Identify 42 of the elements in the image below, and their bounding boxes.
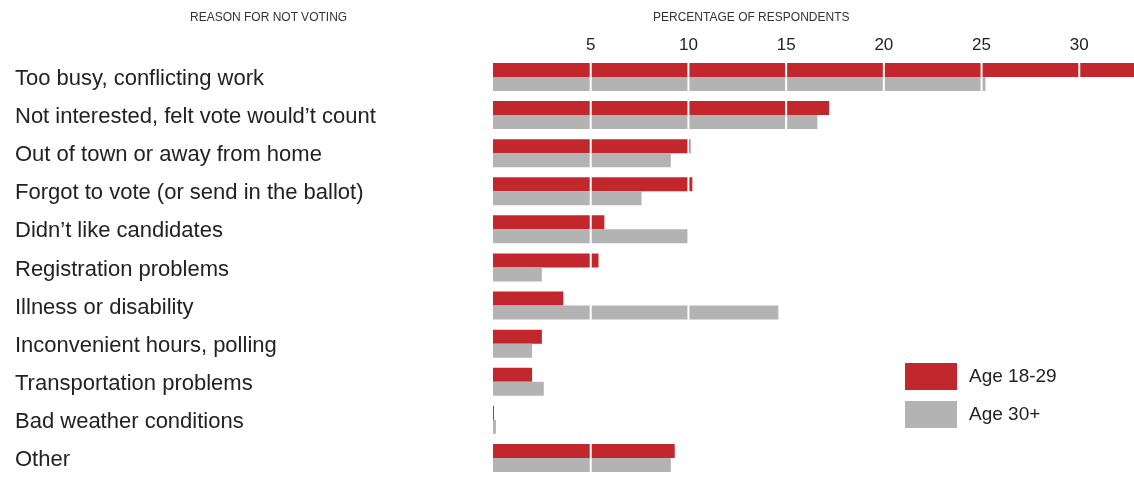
y-tick-label: Inconvenient hours, polling bbox=[15, 331, 277, 357]
bar bbox=[493, 419, 496, 434]
bar bbox=[493, 253, 599, 268]
bar bbox=[493, 101, 830, 116]
y-tick-label: Registration problems bbox=[15, 255, 229, 281]
legend-label: Age 18-29 bbox=[969, 365, 1057, 387]
y-tick-label: Forgot to vote (or send in the ballot) bbox=[15, 179, 364, 205]
bar bbox=[493, 381, 544, 396]
bar bbox=[493, 191, 642, 206]
x-tick-label: 30 bbox=[1069, 35, 1089, 54]
bar bbox=[493, 229, 689, 244]
x-tick-label: 15 bbox=[776, 35, 796, 54]
y-tick-label: Illness or disability bbox=[15, 293, 194, 319]
y-tick-label: Not interested, felt vote would’t count bbox=[15, 103, 376, 129]
bar bbox=[493, 63, 1134, 77]
x-tick-label: 10 bbox=[678, 35, 698, 54]
y-tick-label: Out of town or away from home bbox=[15, 141, 322, 167]
bar bbox=[493, 115, 818, 130]
legend-label: Age 30+ bbox=[969, 403, 1041, 425]
bar bbox=[493, 443, 675, 458]
bar bbox=[493, 291, 564, 306]
bar bbox=[493, 215, 605, 230]
x-tick-label: 5 bbox=[585, 35, 596, 54]
bar bbox=[493, 139, 691, 154]
y-axis-title: REASON FOR NOT VOTING bbox=[190, 10, 348, 24]
y-tick-label: Too busy, conflicting work bbox=[15, 65, 266, 91]
bar bbox=[493, 305, 779, 320]
y-tick-label: Other bbox=[15, 445, 71, 471]
bar bbox=[493, 343, 533, 358]
y-tick-label: Bad weather conditions bbox=[15, 407, 244, 433]
bar bbox=[493, 177, 693, 192]
x-tick-label: 20 bbox=[874, 35, 894, 54]
y-tick-label: Transportation problems bbox=[15, 369, 253, 395]
x-tick-label: 25 bbox=[972, 35, 992, 54]
bar bbox=[493, 267, 542, 282]
bar bbox=[493, 77, 986, 91]
x-axis-title: PERCENTAGE OF RESPONDENTS bbox=[653, 10, 850, 24]
y-tick-label: Didn’t like candidates bbox=[15, 217, 223, 243]
bar bbox=[493, 457, 671, 472]
bar bbox=[493, 153, 671, 168]
bar bbox=[493, 329, 542, 344]
bar bbox=[493, 367, 533, 382]
